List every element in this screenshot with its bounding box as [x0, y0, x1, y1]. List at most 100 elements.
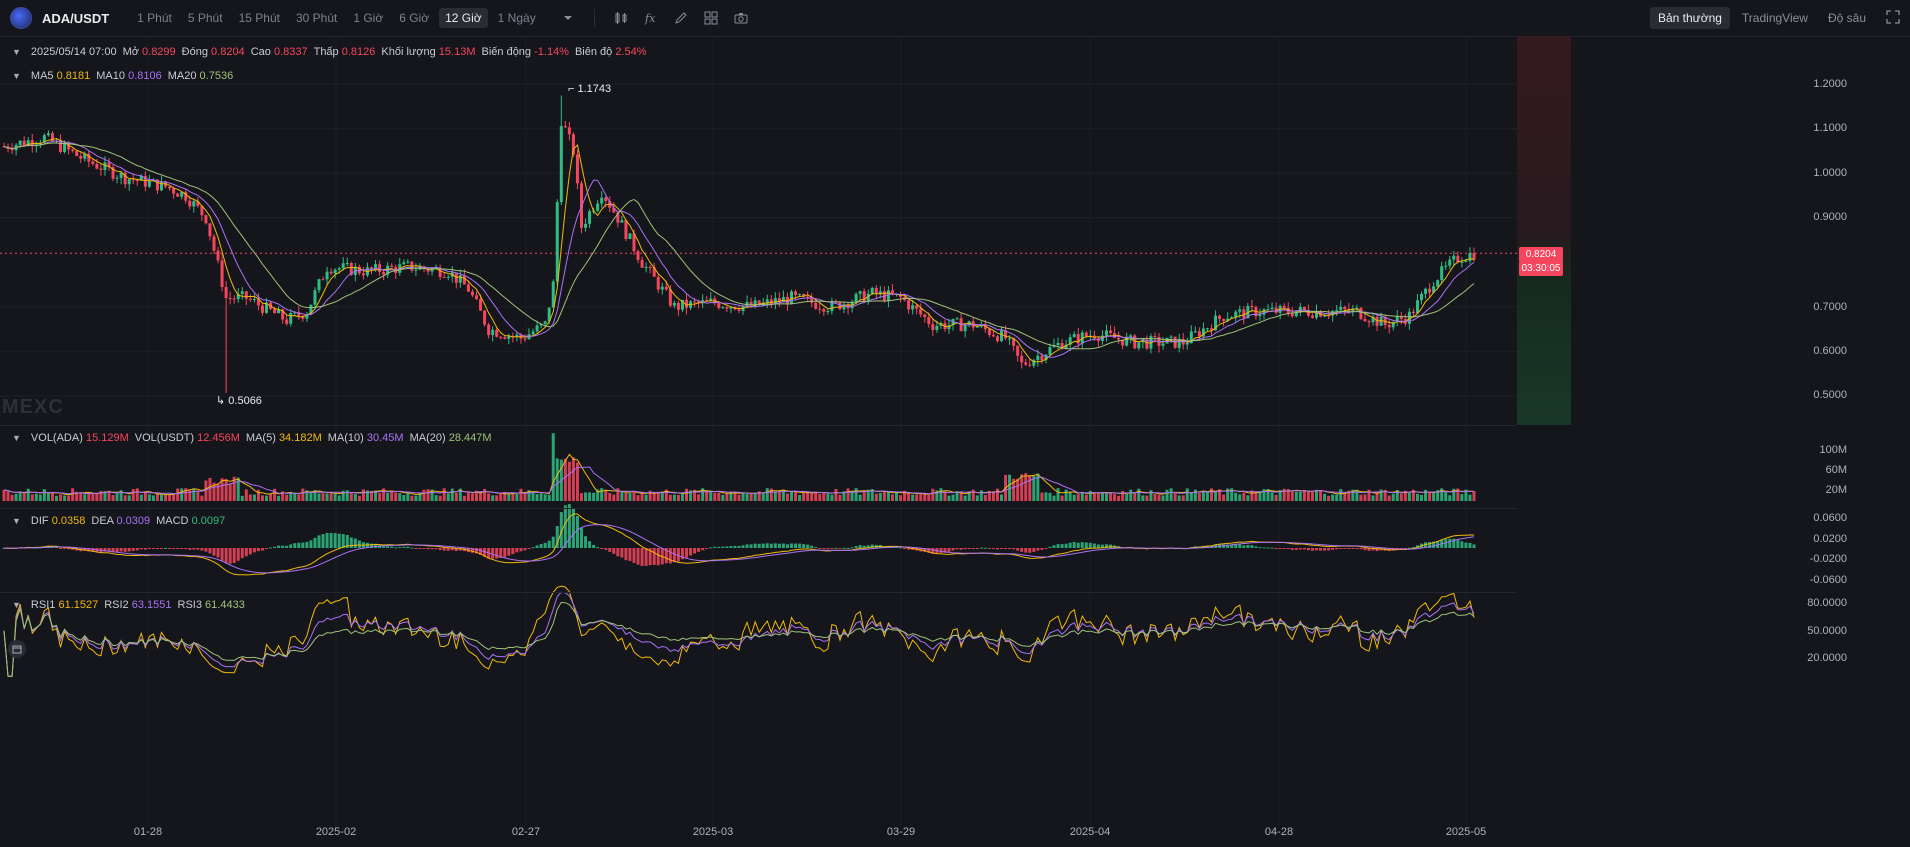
candle-body [1415, 300, 1419, 314]
volume-bar [1137, 488, 1141, 501]
candle-body [1258, 314, 1262, 317]
draw-icon[interactable] [673, 10, 689, 26]
volume-bar [1072, 494, 1076, 501]
macd-histogram-bar [672, 548, 676, 563]
volume-bar [398, 493, 402, 501]
macd-histogram-bar [830, 548, 834, 549]
ma5-line [3, 138, 1475, 363]
macd-histogram-bar [317, 535, 321, 548]
collapse-chevron-icon[interactable]: ▼ [12, 600, 21, 610]
candle-body [656, 276, 660, 290]
pair-symbol[interactable]: ADA/USDT [42, 10, 110, 26]
macd-histogram-bar [386, 546, 390, 548]
macd-histogram-bar [430, 548, 434, 550]
candle-body [1068, 337, 1072, 345]
collapse-chevron-icon[interactable]: ▼ [12, 516, 21, 526]
macd-histogram-bar [1052, 545, 1056, 548]
candle-body [1323, 315, 1327, 317]
interval-1d[interactable]: 1 Ngày [497, 11, 536, 25]
interval-15m[interactable]: 15 Phút [238, 11, 280, 25]
macd-histogram-bar [1096, 544, 1100, 548]
candle-countdown: 03:30:05 [1519, 261, 1563, 276]
volume-bar [135, 488, 139, 501]
candle-body [313, 290, 317, 305]
volume-bar [1068, 491, 1072, 501]
volume-bar [1012, 478, 1016, 501]
candle-body [1270, 307, 1274, 310]
candle-body [42, 135, 46, 143]
macd-histogram-bar [414, 548, 418, 549]
undo-icon[interactable] [8, 640, 26, 658]
interval-1m[interactable]: 1 Phút [137, 11, 172, 25]
fullscreen-icon[interactable] [1886, 10, 1900, 24]
collapse-chevron-icon[interactable]: ▼ [12, 47, 21, 57]
macd-histogram-bar [483, 548, 487, 557]
volume-bar [1222, 494, 1226, 501]
x-tick: 03-29 [886, 826, 916, 838]
interval-5m[interactable]: 5 Phút [187, 11, 223, 25]
interval-30m[interactable]: 30 Phút [295, 11, 338, 25]
candle-body [600, 197, 604, 204]
volume-bar [519, 488, 523, 501]
macd-histogram-bar [846, 547, 850, 549]
macd-histogram-bar [729, 546, 733, 548]
indicator-icon[interactable]: fx [643, 10, 659, 26]
interval-12h[interactable]: 12 Giờ [439, 8, 488, 28]
candle-body [325, 271, 329, 280]
candle-body [1379, 316, 1383, 326]
tab-standard[interactable]: Bản thường [1649, 7, 1730, 29]
macd-histogram-bar [608, 548, 612, 552]
candle-body [596, 203, 600, 211]
candle-body [794, 291, 798, 296]
macd-histogram-bar [967, 548, 971, 549]
candle-body [1464, 260, 1468, 262]
macd-histogram-bar [624, 548, 628, 561]
volume-bar [353, 493, 357, 501]
macd-histogram-bar [539, 544, 543, 548]
price-tick: 0.5000 [1813, 389, 1847, 401]
macd-histogram-bar [325, 532, 329, 548]
macd-histogram-bar [349, 537, 353, 548]
candle-body [1032, 360, 1036, 366]
candle-body [123, 172, 127, 185]
candle-body [1210, 328, 1213, 331]
tab-tradingview[interactable]: TradingView [1741, 11, 1808, 25]
volume-bar [1008, 474, 1012, 501]
volume-bar [1197, 493, 1201, 501]
macd-histogram-bar [337, 533, 341, 548]
more-intervals-chevron-icon[interactable] [560, 10, 576, 26]
volume-bar [196, 490, 200, 501]
macd-histogram-bar [442, 548, 446, 551]
volume-bar [345, 490, 349, 501]
volume-bar [394, 492, 398, 501]
mexc-watermark: MEXC [2, 396, 64, 418]
candle-body [584, 223, 588, 228]
macd-histogram-bar [701, 548, 705, 551]
chart-canvas[interactable] [0, 36, 1910, 847]
candle-body [701, 300, 705, 304]
volume-bar [842, 491, 846, 501]
macd-histogram-bar [1020, 548, 1024, 552]
macd-histogram-bar [208, 548, 212, 554]
collapse-chevron-icon[interactable]: ▼ [12, 433, 21, 443]
candle-body [1084, 332, 1088, 337]
candle-body [1315, 311, 1318, 318]
volume-bar [487, 493, 491, 501]
interval-6h[interactable]: 6 Giờ [399, 11, 430, 25]
screenshot-icon[interactable] [733, 10, 749, 26]
candle-body [685, 299, 688, 308]
candle-body [1185, 343, 1189, 345]
volume-bar [204, 480, 208, 501]
interval-1h[interactable]: 1 Giờ [353, 11, 384, 25]
volume-bar [753, 492, 757, 501]
macd-histogram-bar [1008, 548, 1012, 549]
candle-body [995, 336, 999, 342]
collapse-chevron-icon[interactable]: ▼ [12, 71, 21, 81]
volume-bar [652, 493, 656, 501]
candle-body [220, 260, 224, 287]
volume-bar [890, 494, 894, 501]
layout-icon[interactable] [703, 10, 719, 26]
candle-body [1234, 311, 1238, 318]
tab-depth[interactable]: Độ sâu [1827, 11, 1866, 25]
candle-type-icon[interactable] [613, 10, 629, 26]
